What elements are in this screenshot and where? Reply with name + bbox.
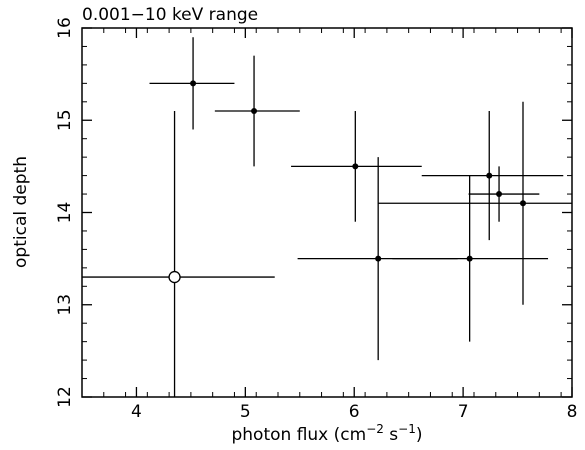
y-tick-label: 15 [55,109,75,131]
data-point [468,166,540,222]
filled-marker [251,108,258,115]
x-tick-label: 8 [567,402,578,422]
x-axis-title-sup1: −2 [366,422,384,436]
y-tick-label: 16 [55,17,75,39]
data-point [214,55,300,167]
x-axis-title-sup2: −1 [398,422,416,436]
chart-title: 0.001−10 keV range [82,5,258,25]
x-tick-label: 7 [458,402,469,422]
y-axis-title: optical depth [11,156,31,268]
data-points [82,37,572,397]
data-point [421,111,564,241]
x-tick-label: 5 [240,402,251,422]
data-point [149,37,235,130]
x-tick-label: 4 [131,402,142,422]
filled-marker [496,191,503,198]
data-point [392,175,549,342]
y-tick-label: 14 [55,202,75,224]
axis-ticks [81,27,573,398]
filled-marker [486,172,493,179]
x-tick-label: 6 [349,402,360,422]
filled-marker [375,255,382,262]
filled-marker [190,80,197,87]
y-tick-label: 13 [55,294,75,316]
filled-marker [520,200,526,207]
data-point [291,111,422,222]
open-marker [168,270,181,284]
filled-marker [466,255,473,262]
data-point [378,101,572,305]
filled-marker [352,163,359,170]
x-axis-title: photon flux (cm−2 s−1) [231,422,422,445]
axis-tick-labels: 4 5 6 7 8 12 13 14 15 16 [55,17,577,422]
y-tick-label: 12 [55,386,75,408]
data-point [82,111,275,397]
